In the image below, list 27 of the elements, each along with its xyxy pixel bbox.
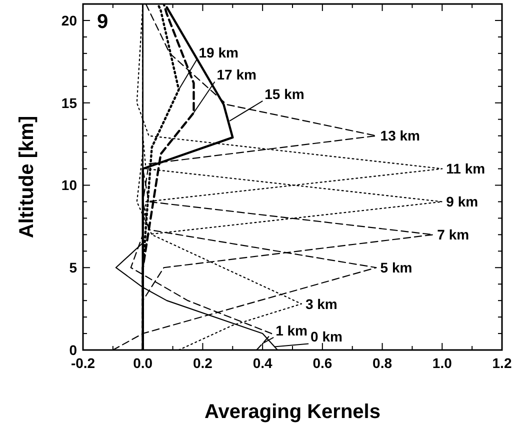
annotation: 11 km xyxy=(446,160,486,177)
x-tick-label: 1.0 xyxy=(432,355,452,371)
y-tick-label: 5 xyxy=(69,260,78,276)
y-tick-label: 15 xyxy=(61,94,78,111)
annotation: 17 km xyxy=(216,66,256,83)
y-tick-label: 10 xyxy=(61,177,78,194)
x-tick-label: 0.0 xyxy=(133,355,153,371)
x-tick-label: 0.4 xyxy=(252,355,273,371)
annotation: 0 km xyxy=(310,328,342,345)
x-tick-label: -0.2 xyxy=(70,355,96,371)
y-tick-label: 20 xyxy=(61,12,78,28)
annotation: 15 km xyxy=(264,86,304,102)
annotation: 5 km xyxy=(380,260,412,276)
y-tick-label: 0 xyxy=(69,342,78,358)
annotation: 9 xyxy=(97,11,108,33)
x-tick-label: 0.2 xyxy=(192,355,213,371)
annotation: 1 km xyxy=(276,322,308,338)
annotation: 9 km xyxy=(446,194,478,210)
annotation: 19 km xyxy=(198,44,238,61)
x-tick-label: 1.2 xyxy=(492,355,512,371)
x-tick-label: 0.8 xyxy=(372,355,392,371)
annotation: 7 km xyxy=(437,226,470,243)
annotation: 13 km xyxy=(380,128,420,144)
x-axis-title: Averaging Kernels xyxy=(204,401,380,423)
y-axis-title: Altitude [km] xyxy=(16,116,38,238)
annotation: 3 km xyxy=(305,296,338,312)
x-tick-label: 0.6 xyxy=(312,355,332,371)
